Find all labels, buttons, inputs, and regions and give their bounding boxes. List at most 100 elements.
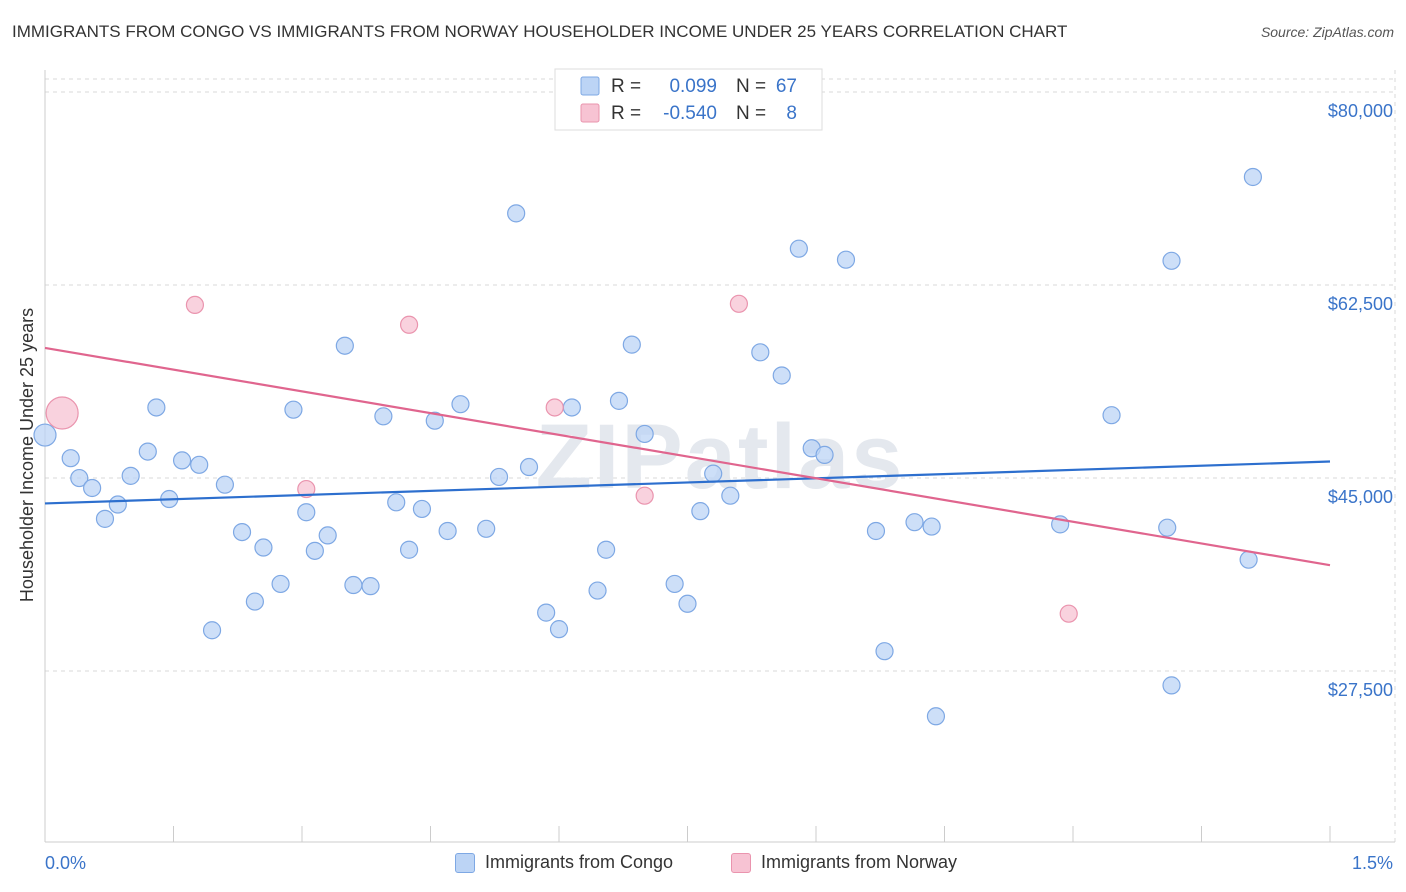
data-point-congo — [597, 540, 616, 559]
data-point-congo — [772, 366, 791, 385]
data-point-congo — [172, 451, 192, 470]
data-point-congo — [1243, 167, 1263, 187]
data-point-congo — [1239, 550, 1258, 569]
data-point-congo — [138, 442, 157, 461]
legend-r-value: -0.540 — [663, 103, 717, 124]
legend-n-value: 8 — [786, 103, 797, 124]
data-point-congo — [635, 424, 654, 444]
trend-lines — [44, 346, 1331, 567]
data-point-congo — [344, 575, 363, 595]
data-point-congo — [425, 411, 444, 430]
stats-legend: R = 0.099 N = 67 R = -0.540 N = 8 — [554, 68, 823, 131]
data-point-congo — [665, 574, 684, 594]
data-point-congo — [588, 581, 607, 600]
data-point-congo — [305, 541, 324, 560]
y-tick-label: $45,000 — [1328, 487, 1393, 507]
data-point-congo — [875, 642, 894, 661]
data-point-congo — [387, 493, 406, 512]
data-point-congo — [318, 526, 337, 545]
x-tick-labels: 0.0% 1.5% — [45, 853, 1393, 873]
legend-label-norway: Immigrants from Norway — [761, 852, 958, 872]
y-axis-title: Householder Income Under 25 years — [17, 308, 37, 602]
data-point-congo — [751, 343, 770, 362]
series-congo-points — [33, 167, 1263, 726]
data-point-congo — [284, 400, 303, 419]
legend-item-norway: Immigrants from Norway — [731, 852, 957, 873]
data-point-congo — [374, 407, 393, 426]
y-tick-labels: $27,500 $45,000 $62,500 $80,000 — [1328, 101, 1393, 700]
data-point-congo — [507, 204, 526, 223]
data-point-norway — [635, 486, 654, 505]
legend-n-label: N = — [736, 76, 766, 97]
data-point-congo — [1162, 676, 1181, 695]
data-point-congo — [70, 468, 89, 488]
data-point-congo — [1102, 406, 1121, 425]
y-tick-label: $62,500 — [1328, 294, 1393, 314]
data-point-norway — [399, 315, 419, 334]
data-point-norway — [545, 398, 564, 417]
data-point-congo — [1158, 518, 1177, 537]
data-point-congo — [609, 391, 629, 410]
data-point-norway — [1059, 604, 1078, 623]
data-point-congo — [335, 336, 354, 355]
data-point-congo — [1162, 251, 1181, 270]
legend-label-congo: Immigrants from Congo — [485, 852, 674, 872]
data-point-congo — [438, 521, 457, 541]
series-norway-points — [45, 294, 1078, 623]
source-label: Source: ZipAtlas.com — [1260, 24, 1394, 40]
data-point-congo — [905, 513, 924, 532]
watermark: ZIPatlas — [536, 406, 905, 508]
legend-swatch-norway — [731, 852, 751, 873]
data-point-congo — [622, 335, 641, 354]
legend-n-label: N = — [736, 103, 766, 124]
data-point-congo — [147, 398, 166, 417]
legend-swatch-norway — [580, 103, 600, 123]
data-point-congo — [489, 467, 509, 487]
legend-item-congo: Immigrants from Congo — [455, 852, 673, 873]
data-point-norway — [297, 479, 316, 499]
data-point-congo — [789, 239, 808, 258]
data-point-congo — [121, 466, 140, 485]
series-legend: Immigrants from Congo Immigrants from No… — [0, 852, 1406, 876]
data-point-congo — [537, 603, 556, 622]
data-point-congo — [254, 538, 273, 557]
data-point-congo — [721, 486, 740, 505]
legend-swatch-congo — [580, 76, 600, 96]
trend-line-norway — [44, 346, 1331, 567]
legend-swatch-congo — [455, 852, 475, 873]
data-point-congo — [866, 521, 886, 541]
data-point-congo — [202, 621, 222, 640]
data-point-congo — [926, 707, 946, 726]
legend-r-value: 0.099 — [669, 76, 717, 97]
y-tick-label: $80,000 — [1328, 101, 1393, 121]
x-tick-label: 1.5% — [1352, 853, 1393, 873]
data-point-congo — [412, 499, 432, 519]
data-point-congo — [477, 519, 496, 538]
data-point-congo — [678, 594, 697, 613]
data-point-congo — [271, 574, 290, 594]
data-point-congo — [33, 423, 57, 447]
data-point-congo — [836, 250, 856, 269]
data-point-congo — [215, 475, 234, 494]
axes — [44, 70, 1395, 843]
data-point-congo — [61, 449, 80, 468]
data-point-congo — [815, 445, 834, 464]
data-point-congo — [361, 577, 380, 596]
data-point-congo — [922, 517, 941, 536]
data-point-congo — [451, 395, 470, 414]
data-point-congo — [95, 509, 115, 528]
data-point-congo — [519, 457, 539, 477]
data-point-congo — [691, 502, 710, 521]
data-point-congo — [190, 455, 209, 474]
data-point-congo — [399, 540, 419, 559]
data-point-norway — [729, 294, 749, 313]
trend-line-congo — [44, 460, 1331, 505]
data-point-congo — [704, 464, 723, 483]
data-point-norway — [185, 295, 205, 315]
legend-r-label: R = — [611, 103, 641, 124]
data-point-congo — [83, 478, 102, 498]
legend-n-value: 67 — [776, 76, 797, 97]
data-point-congo — [549, 620, 569, 639]
data-point-congo — [562, 398, 581, 417]
